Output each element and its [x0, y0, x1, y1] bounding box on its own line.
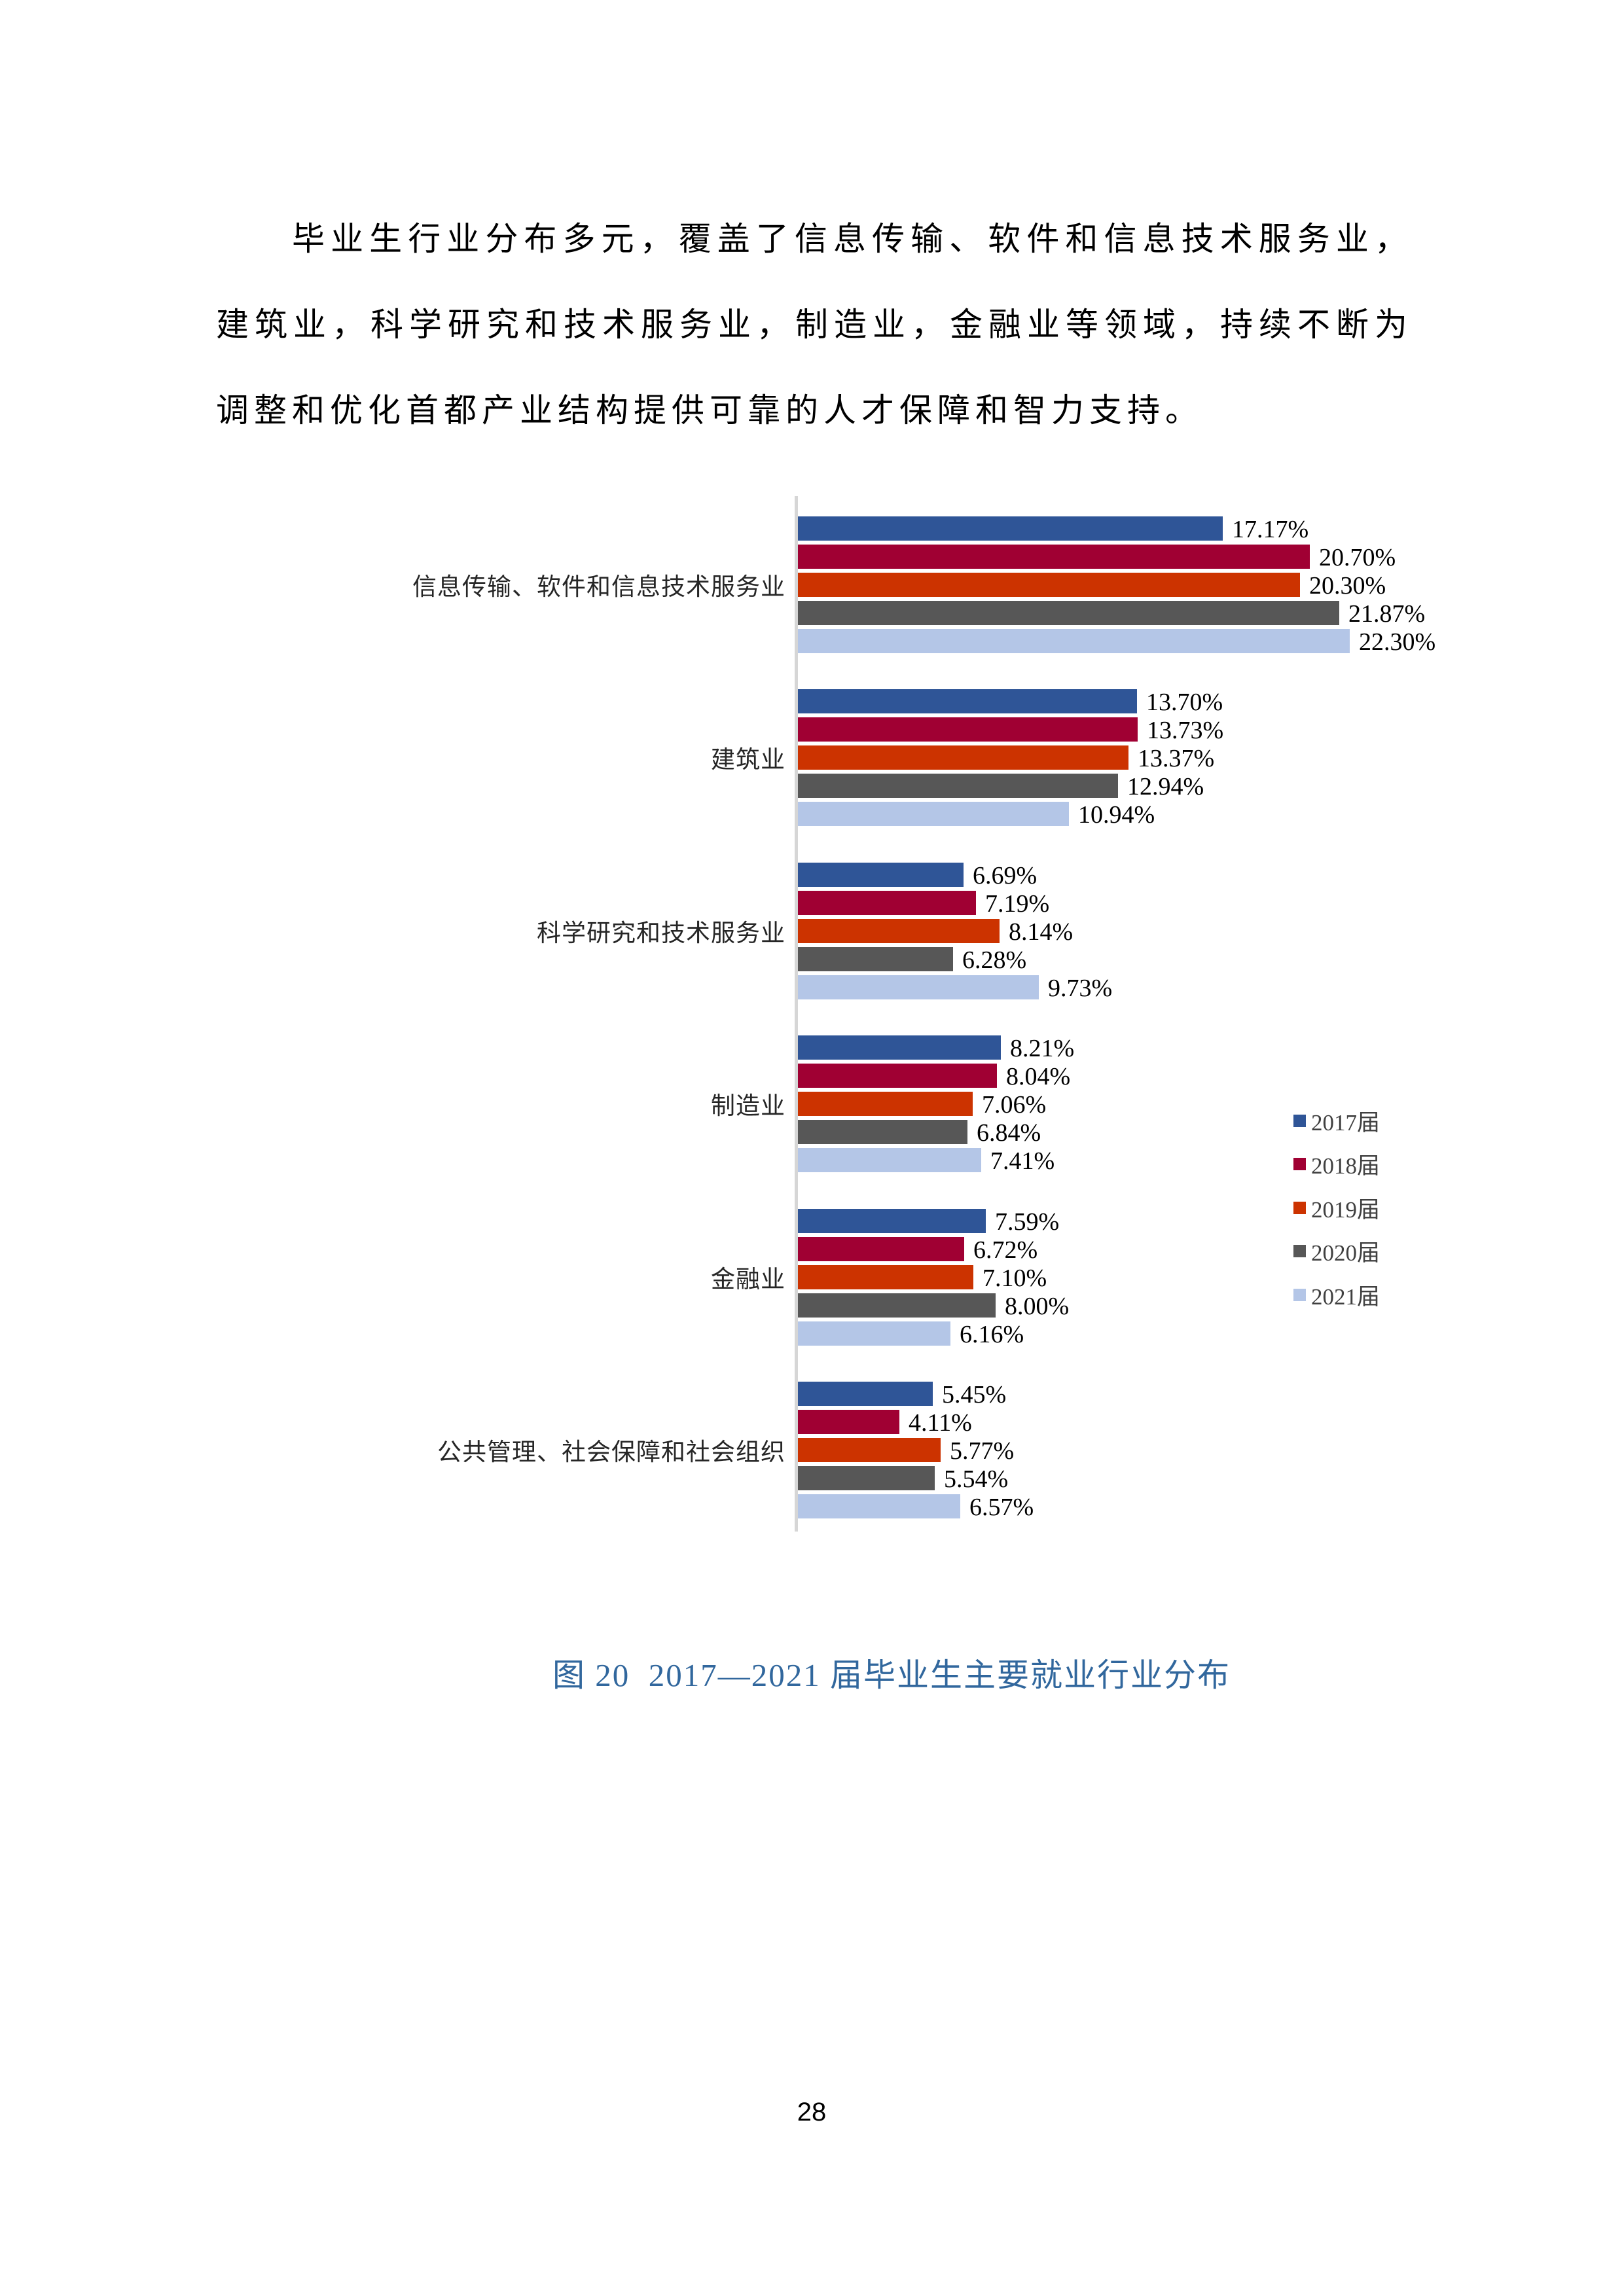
value-label: 13.37% — [1138, 745, 1215, 772]
page-number: 28 — [797, 2098, 827, 2126]
category-label: 信息传输、软件和信息技术服务业 — [412, 574, 785, 601]
value-label: 5.45% — [942, 1381, 1007, 1408]
bar — [798, 545, 1310, 569]
legend-item: 2017届 — [1293, 1104, 1380, 1138]
value-label: 6.57% — [969, 1494, 1034, 1521]
bar — [798, 629, 1350, 653]
figure-caption: 图 20 2017—2021 届毕业生主要就业行业分布 — [552, 1657, 1231, 1693]
bar — [798, 1120, 967, 1144]
value-label: 13.73% — [1147, 717, 1224, 744]
value-label: 6.84% — [977, 1119, 1041, 1147]
value-label: 20.30% — [1309, 572, 1386, 600]
bar — [798, 1209, 986, 1233]
value-label: 9.73% — [1048, 975, 1113, 1002]
bar — [798, 573, 1300, 597]
value-label: 13.70% — [1146, 689, 1223, 716]
bar — [798, 947, 953, 971]
value-label: 6.72% — [973, 1236, 1038, 1264]
value-label: 4.11% — [909, 1409, 972, 1437]
bar — [798, 1293, 996, 1318]
legend-item: 2018届 — [1293, 1147, 1380, 1181]
bar — [798, 1148, 981, 1172]
value-label: 5.54% — [944, 1465, 1009, 1493]
value-label: 5.77% — [950, 1437, 1015, 1465]
legend-swatch — [1293, 1202, 1306, 1214]
legend-label: 2018届 — [1311, 1153, 1380, 1179]
category-label: 金融业 — [711, 1266, 785, 1293]
bar — [798, 1265, 973, 1289]
legend-swatch — [1293, 1115, 1306, 1127]
bar — [798, 516, 1223, 541]
bar — [798, 1321, 950, 1346]
bar — [798, 863, 964, 887]
bar — [798, 919, 1000, 943]
bar — [798, 601, 1339, 625]
legend-swatch — [1293, 1158, 1306, 1170]
legend-label: 2021届 — [1311, 1284, 1380, 1310]
value-label: 12.94% — [1127, 773, 1204, 800]
value-label: 6.28% — [962, 946, 1027, 974]
bar — [798, 891, 976, 915]
value-label: 6.16% — [960, 1321, 1024, 1348]
value-label: 7.41% — [990, 1147, 1055, 1175]
legend-swatch — [1293, 1245, 1306, 1257]
body-paragraph: 毕业生行业分布多元，覆盖了信息传输、软件和信息技术服务业，建筑业，科学研究和技术… — [216, 221, 1413, 429]
value-label: 7.19% — [985, 890, 1050, 918]
legend-item: 2021届 — [1293, 1278, 1380, 1312]
bar — [798, 1494, 960, 1518]
bar — [798, 1092, 973, 1116]
bar — [798, 1438, 941, 1462]
bar — [798, 774, 1118, 798]
chart-axis-line — [795, 496, 798, 1532]
legend-item: 2019届 — [1293, 1191, 1380, 1225]
value-label: 8.14% — [1009, 918, 1074, 946]
value-label: 8.00% — [1005, 1293, 1070, 1320]
value-label: 10.94% — [1078, 801, 1155, 829]
category-label: 公共管理、社会保障和社会组织 — [437, 1439, 785, 1466]
value-label: 7.59% — [995, 1208, 1060, 1236]
value-label: 17.17% — [1232, 516, 1309, 543]
value-label: 20.70% — [1319, 544, 1396, 571]
bar — [798, 1410, 899, 1434]
bar — [798, 975, 1039, 999]
category-label: 制造业 — [711, 1093, 785, 1120]
value-label: 22.30% — [1359, 628, 1436, 656]
legend-label: 2017届 — [1311, 1110, 1380, 1136]
bar — [798, 1382, 933, 1406]
bar — [798, 1237, 964, 1261]
value-label: 7.10% — [983, 1265, 1047, 1292]
legend-label: 2019届 — [1311, 1197, 1380, 1223]
bar — [798, 1064, 997, 1088]
value-label: 6.69% — [973, 862, 1038, 889]
value-label: 21.87% — [1348, 600, 1426, 628]
bar — [798, 717, 1138, 742]
bar — [798, 1466, 935, 1490]
bar — [798, 689, 1137, 713]
category-label: 科学研究和技术服务业 — [537, 920, 785, 947]
legend-item: 2020届 — [1293, 1234, 1380, 1268]
bar — [798, 802, 1069, 826]
value-label: 7.06% — [982, 1091, 1047, 1119]
legend-swatch — [1293, 1289, 1306, 1301]
category-label: 建筑业 — [711, 747, 785, 774]
bar — [798, 1035, 1001, 1060]
value-label: 8.21% — [1010, 1035, 1075, 1062]
value-label: 8.04% — [1006, 1063, 1071, 1090]
bar — [798, 745, 1128, 770]
legend-label: 2020届 — [1311, 1240, 1380, 1266]
